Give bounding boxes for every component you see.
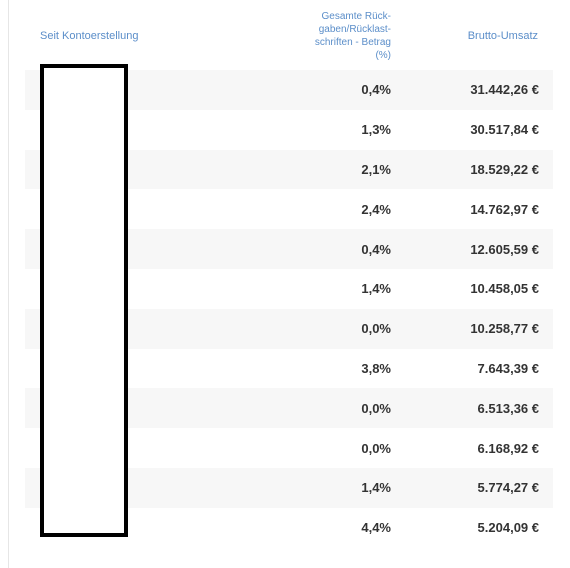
- table-row[interactable]: 1,3% 30.517,84 €: [25, 110, 553, 150]
- gross-sales-value: 7.643,39 €: [477, 360, 539, 376]
- column-header-returns-percent[interactable]: Gesamte Rück- gaben/Rücklast- schriften …: [271, 10, 391, 62]
- gross-sales-value: 14.762,97 €: [470, 201, 539, 217]
- returns-percent: 1,3%: [361, 122, 391, 138]
- gross-sales-value: 6.513,36 €: [477, 400, 539, 416]
- returns-percent: 0,4%: [361, 82, 391, 98]
- gross-sales-value: 30.517,84 €: [470, 122, 539, 138]
- gross-sales-value: 10.458,05 €: [470, 281, 539, 297]
- gross-sales-value: 6.168,92 €: [477, 440, 539, 456]
- table-row[interactable]: 1,4% 10.458,05 €: [25, 269, 553, 309]
- gross-sales-value: 18.529,22 €: [470, 161, 539, 177]
- table-row[interactable]: 4,4% 5.204,09 €: [25, 508, 553, 548]
- returns-percent: 3,8%: [361, 360, 391, 376]
- gross-sales-value: 5.204,09 €: [477, 520, 539, 536]
- column-header-account-creation[interactable]: Seit Kontoerstellung: [40, 30, 139, 42]
- column-header-gross-sales[interactable]: Brutto-Umsatz: [467, 30, 538, 42]
- returns-percent: 2,4%: [361, 201, 391, 217]
- returns-percent: 0,0%: [361, 440, 391, 456]
- gross-sales-value: 5.774,27 €: [477, 480, 539, 496]
- returns-percent: 4,4%: [361, 520, 391, 536]
- gross-sales-value: 10.258,77 €: [470, 321, 539, 337]
- gross-sales-value: 31.442,26 €: [470, 82, 539, 98]
- returns-percent: 0,0%: [361, 321, 391, 337]
- returns-percent: 1,4%: [361, 281, 391, 297]
- returns-percent: 1,4%: [361, 480, 391, 496]
- returns-percent: 2,1%: [361, 161, 391, 177]
- returns-percent: 0,4%: [361, 241, 391, 257]
- gross-sales-value: 12.605,59 €: [470, 241, 539, 257]
- redaction-box: [40, 64, 128, 537]
- returns-header-label: Gesamte Rück- gaben/Rücklast- schriften …: [314, 11, 391, 61]
- returns-percent: 0,0%: [361, 400, 391, 416]
